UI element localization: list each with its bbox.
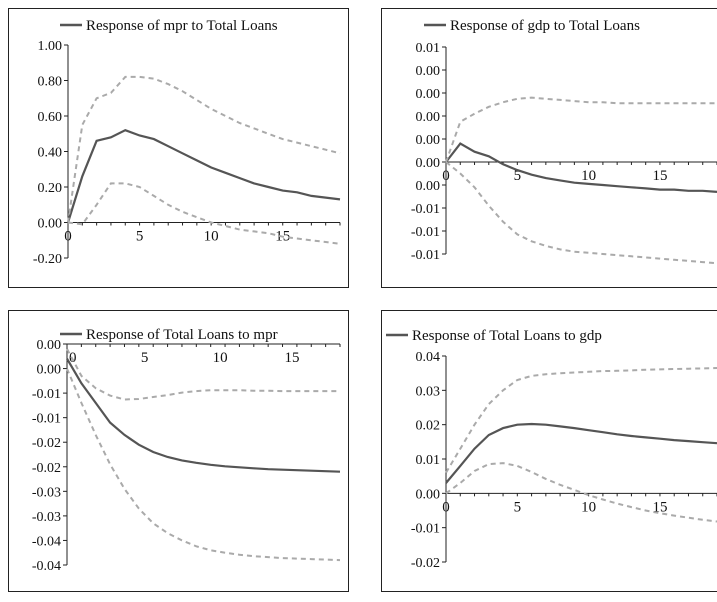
legend-label: Response of Total Loans to mpr	[86, 327, 278, 343]
x-tick-label: 10	[213, 350, 228, 366]
y-tick-label: 0.00	[37, 363, 62, 378]
y-tick-label: -0.04	[32, 534, 61, 549]
series-line-response	[445, 142, 717, 193]
x-tick-label: 5	[514, 168, 522, 184]
y-tick-label: -0.01	[411, 202, 440, 217]
legend-label: Response of gdp to Total Loans	[450, 18, 640, 34]
y-tick-label: -0.02	[32, 461, 61, 476]
y-tick-label: 0.04	[416, 350, 441, 365]
y-tick-label: 0.40	[38, 146, 63, 161]
y-tick-label: 0.00	[416, 133, 441, 148]
x-tick-label: 10	[581, 168, 596, 184]
y-tick-label: -0.02	[32, 436, 61, 451]
x-tick-label: 15	[285, 350, 300, 366]
y-tick-label: 0.02	[416, 419, 441, 434]
x-tick-label: 5	[141, 350, 149, 366]
series-line-confidence-band	[66, 368, 341, 562]
series-line-confidence-band	[445, 161, 717, 265]
y-tick-label: 0.00	[37, 338, 62, 353]
y-tick-label: 0.00	[416, 110, 441, 125]
y-tick-label: 0.00	[416, 179, 441, 194]
chart-panel-gdp-to-loans	[381, 8, 717, 288]
x-tick-label: 0	[64, 229, 72, 245]
x-tick-label: 10	[204, 229, 219, 245]
series-line-confidence-band	[445, 462, 717, 523]
series-line-response	[445, 422, 717, 484]
series-line-confidence-band	[67, 75, 341, 223]
y-tick-label: 0.00	[416, 156, 441, 171]
y-tick-label: -0.03	[32, 485, 61, 500]
series-line-confidence-band	[445, 367, 717, 474]
legend-label: Response of mpr to Total Loans	[86, 18, 278, 34]
y-tick-label: 1.00	[38, 39, 63, 54]
y-tick-label: 0.00	[38, 217, 63, 232]
chart-panel-loans-to-mpr	[8, 310, 349, 592]
x-tick-label: 15	[652, 168, 667, 184]
y-tick-label: -0.01	[411, 522, 440, 537]
y-tick-label: 0.60	[38, 110, 63, 125]
chart-panel-loans-to-gdp	[381, 310, 717, 592]
y-tick-label: 0.03	[416, 384, 441, 399]
y-tick-label: 0.01	[416, 41, 441, 56]
legend-label: Response of Total Loans to gdp	[412, 328, 602, 344]
y-tick-label: -0.04	[32, 559, 61, 574]
y-tick-label: -0.02	[411, 556, 440, 571]
y-tick-label: -0.01	[32, 387, 61, 402]
y-tick-label: 0.00	[416, 87, 441, 102]
y-tick-label: 0.80	[38, 75, 63, 90]
series-line-response	[66, 129, 341, 223]
y-tick-label: -0.01	[411, 248, 440, 263]
x-tick-label: 5	[136, 229, 144, 245]
series-line-confidence-band	[445, 96, 717, 163]
y-tick-label: -0.01	[32, 412, 61, 427]
y-tick-label: 0.01	[416, 453, 441, 468]
y-tick-label: 0.00	[416, 64, 441, 79]
chart-panel-mpr-to-loans	[8, 8, 349, 288]
y-tick-label: -0.20	[33, 252, 62, 267]
series-line-confidence-band	[67, 182, 341, 245]
y-tick-label: -0.03	[32, 510, 61, 525]
x-tick-label: 10	[581, 499, 596, 515]
y-tick-label: 0.00	[416, 487, 441, 502]
y-tick-label: -0.01	[411, 225, 440, 240]
x-tick-label: 0	[442, 168, 450, 184]
x-tick-label: 0	[442, 499, 450, 515]
series-line-response	[66, 358, 341, 473]
x-tick-label: 5	[514, 499, 522, 515]
y-tick-label: 0.20	[38, 181, 63, 196]
x-tick-label: 15	[652, 499, 667, 515]
